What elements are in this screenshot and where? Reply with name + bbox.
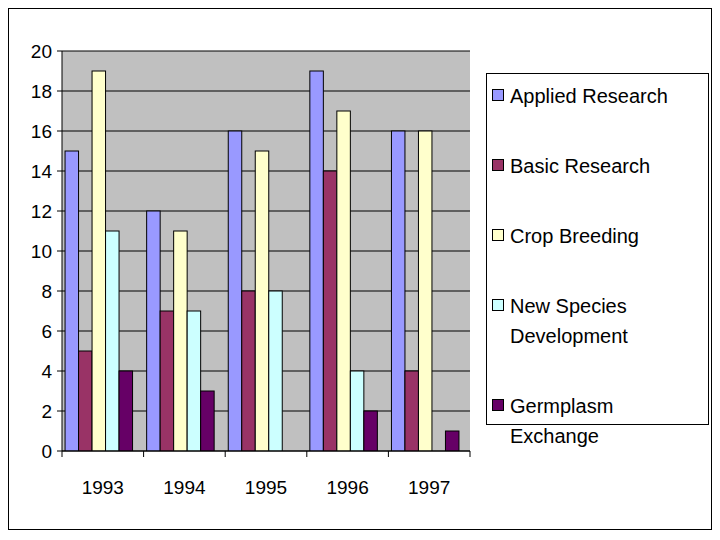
y-tick-label: 14 <box>31 161 53 182</box>
grid-line <box>62 451 470 452</box>
y-tick <box>57 411 62 412</box>
x-tick <box>470 451 471 457</box>
legend-swatch <box>493 160 504 171</box>
bar <box>405 371 419 451</box>
x-tick-label: 1993 <box>82 477 124 498</box>
x-tick <box>143 451 144 457</box>
y-tick <box>57 91 62 92</box>
bars <box>65 71 459 451</box>
bar <box>92 71 106 451</box>
x-tick-label: 1996 <box>326 477 368 498</box>
y-tick-label: 12 <box>31 201 52 222</box>
y-tick-label: 8 <box>41 281 52 302</box>
grid-line <box>62 91 470 92</box>
bar <box>337 111 351 451</box>
y-tick <box>57 171 62 172</box>
legend-label: Basic Research <box>510 155 650 177</box>
bar <box>242 291 256 451</box>
bar <box>147 211 161 451</box>
bar <box>364 411 378 451</box>
bar <box>79 351 93 451</box>
legend-label: New Species Development <box>510 295 628 347</box>
bar <box>418 131 432 451</box>
y-tick <box>57 131 62 132</box>
legend-label: Applied Research <box>510 85 668 107</box>
x-tick <box>388 451 389 457</box>
y-tick <box>57 451 62 452</box>
bar <box>391 131 405 451</box>
bar <box>228 131 242 451</box>
legend-label-line: Germplasm <box>510 395 613 417</box>
bar <box>310 71 324 451</box>
legend-swatch <box>493 90 504 101</box>
legend-label: Germplasm Exchange <box>510 395 613 447</box>
y-tick <box>57 331 62 332</box>
x-tick-label: 1995 <box>245 477 287 498</box>
y-tick-label: 4 <box>41 361 52 382</box>
x-tick <box>225 451 226 457</box>
y-tick <box>57 211 62 212</box>
bar <box>350 371 364 451</box>
legend-swatch <box>493 400 504 411</box>
grid-line <box>62 51 470 52</box>
bar <box>323 171 337 451</box>
bar <box>445 431 459 451</box>
legend-label-line: New Species <box>510 295 627 317</box>
y-tick-label: 0 <box>41 441 52 462</box>
legend-swatch <box>493 230 504 241</box>
legend-label-line: Exchange <box>510 425 599 447</box>
legend-box <box>487 74 709 425</box>
y-tick-label: 16 <box>31 121 52 142</box>
chart-frame <box>9 9 712 530</box>
y-tick-label: 2 <box>41 401 52 422</box>
bar <box>160 311 174 451</box>
plot-background <box>62 51 470 451</box>
y-tick <box>57 51 62 52</box>
x-tick <box>62 451 63 457</box>
y-tick-label: 6 <box>41 321 52 342</box>
y-tick-label: 10 <box>31 241 52 262</box>
grid-line <box>62 131 470 132</box>
chart-svg: 0 2 4 6 8 10 12 14 16 18 20 1993 1994 1995 1996 1997 App… <box>0 0 720 540</box>
y-tick <box>57 291 62 292</box>
bar <box>255 151 269 451</box>
bar <box>174 231 188 451</box>
bar <box>187 311 201 451</box>
legend-label: Crop Breeding <box>510 225 639 247</box>
legend-label-line: Crop Breeding <box>510 225 639 247</box>
bar <box>201 391 215 451</box>
y-tick-label: 20 <box>31 41 52 62</box>
y-tick <box>57 251 62 252</box>
bar <box>119 371 133 451</box>
x-axis <box>62 451 470 452</box>
bar <box>65 151 79 451</box>
legend-label-line: Development <box>510 325 628 347</box>
y-axis <box>62 51 63 451</box>
y-tick <box>57 371 62 372</box>
legend-label-line: Applied Research <box>510 85 668 107</box>
chart-container: 0 2 4 6 8 10 12 14 16 18 20 1993 1994 1995 1996 1997 App… <box>0 0 720 540</box>
x-tick-label: 1997 <box>408 477 450 498</box>
legend-label-line: Basic Research <box>510 155 650 177</box>
x-tick-label: 1994 <box>163 477 206 498</box>
bar <box>269 291 283 451</box>
bar <box>106 231 120 451</box>
y-tick-label: 18 <box>31 81 52 102</box>
x-tick <box>306 451 307 457</box>
legend-swatch <box>493 300 504 311</box>
